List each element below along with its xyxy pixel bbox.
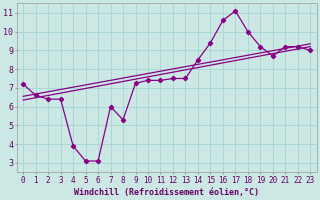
X-axis label: Windchill (Refroidissement éolien,°C): Windchill (Refroidissement éolien,°C) [74,188,259,197]
